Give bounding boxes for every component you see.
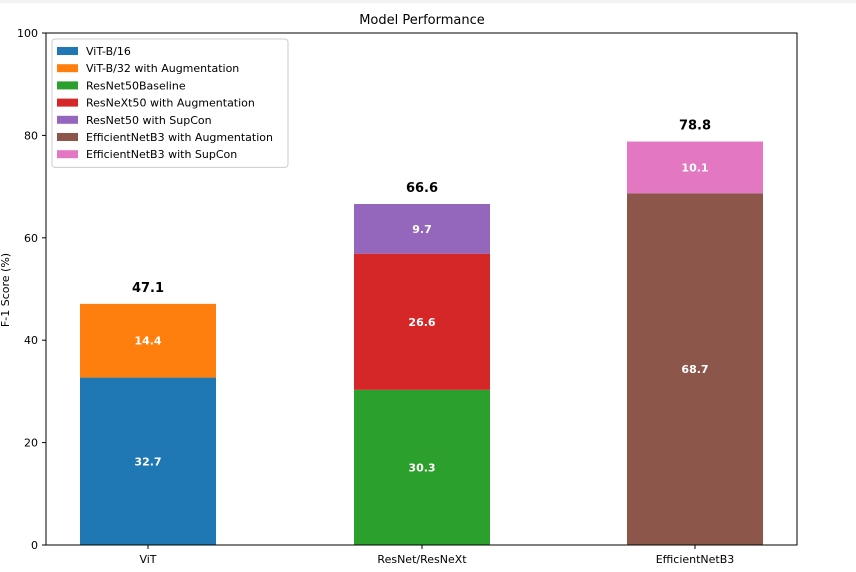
y-tick-label: 100: [17, 27, 38, 40]
legend: ViT-B/16 ViT-B/32 with Augmentation ResNet…: [51, 38, 289, 168]
segment-value-label: 30.3: [408, 461, 435, 474]
chart-title: Model Performance: [359, 13, 485, 28]
legend-entry-label: ViT-B/16: [86, 45, 131, 58]
segment-value-label: 10.1: [681, 161, 708, 174]
bar-segment: [354, 253, 490, 390]
y-axis-ticks: 0 20 40 60 80 100: [17, 27, 46, 552]
bar-segment: [354, 389, 490, 545]
x-tick-label: ResNet/ResNeXt: [377, 553, 467, 566]
legend-box: [51, 38, 289, 168]
x-tick-label: EfficientNetB3: [656, 553, 735, 566]
bar-segment: [80, 377, 216, 545]
y-tick-label: 40: [24, 334, 38, 347]
segment-value-label: 68.7: [681, 363, 708, 376]
legend-entry-label: EfficientNetB3 with Augmentation: [86, 131, 273, 144]
y-tick-label: 0: [31, 539, 38, 552]
y-tick-label: 60: [24, 232, 38, 245]
legend-entry-label: ResNet50 with SupCon: [86, 114, 212, 127]
total-labels: 47.1 66.6 78.8: [132, 119, 711, 296]
legend-swatch: [57, 115, 78, 124]
segment-value-label: 9.7: [412, 223, 432, 236]
bars: [80, 141, 763, 546]
axes-frame: [45, 32, 798, 546]
bar-total-label: 66.6: [406, 181, 438, 196]
segment-value-label: 14.4: [134, 335, 161, 348]
legend-entry-label: ResNeXt50 with Augmentation: [86, 97, 255, 110]
legend-swatch: [57, 133, 78, 141]
legend-swatch: [57, 81, 78, 90]
segment-value-label: 26.6: [408, 316, 435, 329]
legend-swatch: [57, 150, 78, 159]
bar-segment: [354, 204, 490, 254]
legend-entry-label: EfficientNetB3 with SupCon: [86, 148, 237, 161]
y-tick-label: 80: [24, 129, 38, 142]
bar-segment: [627, 193, 763, 546]
y-tick-label: 20: [24, 437, 38, 450]
legend-entry-label: ResNet50Baseline: [86, 79, 186, 92]
legend-swatch: [57, 64, 78, 73]
legend-swatch: [57, 98, 78, 107]
segment-labels: 32.7 14.4 30.3 26.6 9.7 68.7 10.1: [134, 161, 708, 474]
y-axis-label: F-1 Score (%): [0, 253, 12, 327]
bar-segment: [80, 303, 216, 378]
legend-swatch: [57, 47, 78, 55]
legend-entry-label: ViT-B/32 with Augmentation: [86, 62, 239, 75]
x-axis-ticks: ViT ResNet/ResNeXt EfficientNetB3: [139, 545, 734, 566]
segment-value-label: 32.7: [134, 455, 161, 468]
bar-total-label: 78.8: [679, 119, 711, 134]
top-strip: [0, 0, 856, 3]
x-tick-label: ViT: [139, 553, 156, 566]
bar-total-label: 47.1: [132, 281, 164, 296]
bar-segment: [627, 141, 763, 194]
